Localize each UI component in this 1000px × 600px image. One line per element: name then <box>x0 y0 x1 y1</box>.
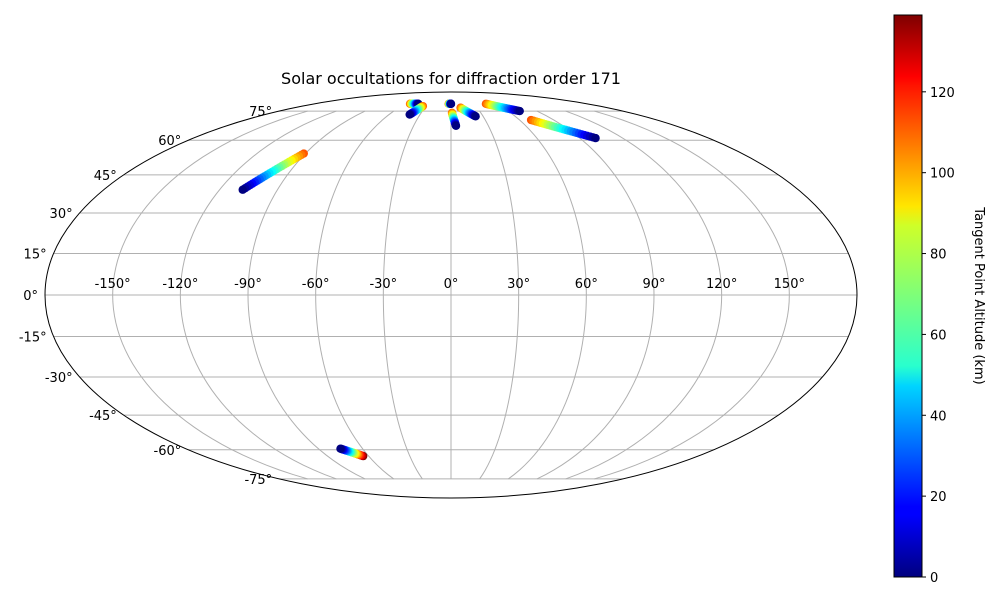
lon-tick-label: 120° <box>706 277 737 292</box>
lat-tick-label: -30° <box>45 371 73 386</box>
colorbar-label: Tangent Point Altitude (km) <box>971 206 986 384</box>
lat-tick-label: -75° <box>244 473 272 488</box>
colorbar: 0 20 40 60 80 100 120 Tangent Point Altitude (… <box>893 14 986 586</box>
colorbar-gradient <box>893 14 923 578</box>
colorbar-tick-label: 20 <box>930 490 947 505</box>
occultation-point <box>446 99 456 109</box>
latitude-tick-labels: 75° 60° 45° 30° 15° 0° -15° -30° -45° -60° -75° <box>19 105 272 488</box>
occultation-points <box>238 99 600 461</box>
lat-tick-label: 75° <box>249 105 272 120</box>
lat-tick-label: 0° <box>23 289 38 304</box>
lat-tick-label: -60° <box>154 444 182 459</box>
chart-title: Solar occultations for diffraction order… <box>281 69 621 88</box>
colorbar-tick-label: 80 <box>930 248 947 263</box>
colorbar-tick-label: 40 <box>930 409 947 424</box>
lon-tick-label: 60° <box>575 277 598 292</box>
lat-tick-label: 30° <box>50 207 73 222</box>
colorbar-tick-label: 120 <box>930 86 955 101</box>
mollweide-map: -150° -120° -90° -60° -30° 0° 30° 60° 90° 120° 150… <box>19 91 858 499</box>
longitude-tick-labels: -150° -120° -90° -60° -30° 0° 30° 60° 90° 120° 150… <box>95 277 805 292</box>
occultation-point <box>405 110 414 119</box>
graticule <box>45 110 857 480</box>
lon-tick-label: -90° <box>234 277 262 292</box>
occultation-point <box>591 133 600 143</box>
lat-tick-label: -45° <box>89 409 117 424</box>
lat-tick-label: 45° <box>94 169 117 184</box>
lon-tick-label: -150° <box>95 277 131 292</box>
lon-tick-label: -120° <box>162 277 198 292</box>
lat-tick-label: -15° <box>19 331 47 346</box>
occultation-point <box>451 121 461 130</box>
occultation-point <box>238 185 247 194</box>
lat-tick-label: 15° <box>24 247 47 262</box>
lon-tick-label: 150° <box>774 277 805 292</box>
lon-tick-label: -60° <box>302 277 330 292</box>
colorbar-tick-label: 0 <box>930 571 938 586</box>
occultation-point <box>471 112 480 121</box>
colorbar-ticks: 0 20 40 60 80 100 120 <box>922 86 955 586</box>
colorbar-tick-label: 100 <box>930 167 955 182</box>
occultation-point <box>515 106 524 116</box>
map-boundary <box>44 91 858 499</box>
lon-tick-label: 30° <box>507 277 530 292</box>
lon-tick-label: 0° <box>444 277 459 292</box>
colorbar-tick-label: 60 <box>930 328 947 343</box>
occultation-point <box>336 444 345 453</box>
lon-tick-label: -30° <box>369 277 397 292</box>
lon-tick-label: 90° <box>642 277 665 292</box>
lat-tick-label: 60° <box>158 134 181 149</box>
